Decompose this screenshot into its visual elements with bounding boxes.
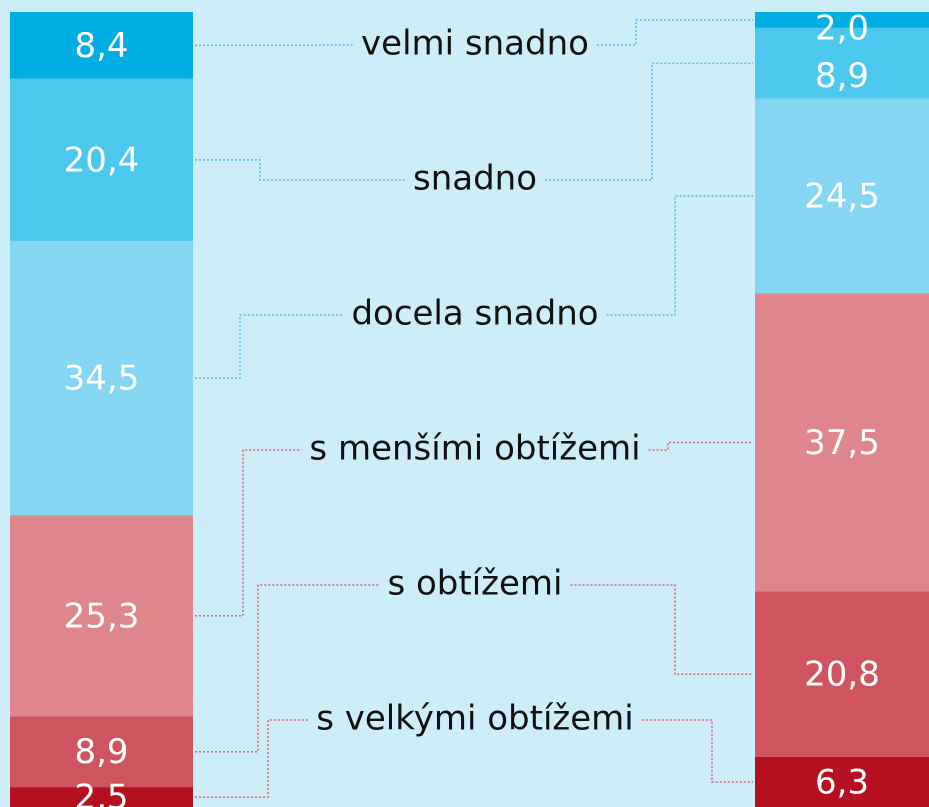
- series-label: docela snadno: [351, 294, 598, 334]
- bar-segment: [10, 716, 193, 788]
- bar-segment: [10, 787, 193, 807]
- series-label: s obtížemi: [387, 564, 562, 604]
- bar-segment: [755, 27, 929, 99]
- bar-segment: [10, 240, 193, 516]
- bar-segment: [10, 12, 193, 79]
- connector: [545, 62, 753, 181]
- value-label: 20,8: [804, 655, 880, 695]
- value-label: 6,3: [815, 762, 869, 802]
- bar-segment: [10, 78, 193, 241]
- value-label: 34,5: [64, 359, 140, 399]
- bar-segment: [755, 756, 929, 807]
- connector: [570, 584, 753, 675]
- connector: [641, 719, 753, 783]
- connector: [195, 314, 344, 379]
- bar-segment: [755, 12, 929, 28]
- connector: [195, 159, 405, 181]
- connector: [195, 449, 302, 617]
- bar-segment: [755, 293, 929, 592]
- bar-segment: [755, 98, 929, 294]
- series-label: velmi snadno: [361, 24, 589, 64]
- value-label: 37,5: [804, 423, 880, 463]
- connector: [648, 441, 753, 451]
- value-label: 8,9: [74, 732, 128, 772]
- series-label: s velkými obtížemi: [316, 699, 633, 739]
- bar-segment: [10, 515, 193, 717]
- value-label: 2,0: [815, 9, 869, 49]
- value-label: 24,5: [804, 177, 880, 217]
- series-label: s menšími obtížemi: [309, 429, 640, 469]
- value-label: 8,9: [815, 56, 869, 96]
- bar-segment: [755, 591, 929, 757]
- value-label: 8,4: [74, 26, 128, 66]
- connector: [195, 719, 309, 798]
- value-label: 20,4: [64, 140, 140, 180]
- value-label: 25,3: [64, 596, 140, 636]
- series-label: snadno: [413, 159, 537, 199]
- value-label: 2,5: [74, 778, 128, 807]
